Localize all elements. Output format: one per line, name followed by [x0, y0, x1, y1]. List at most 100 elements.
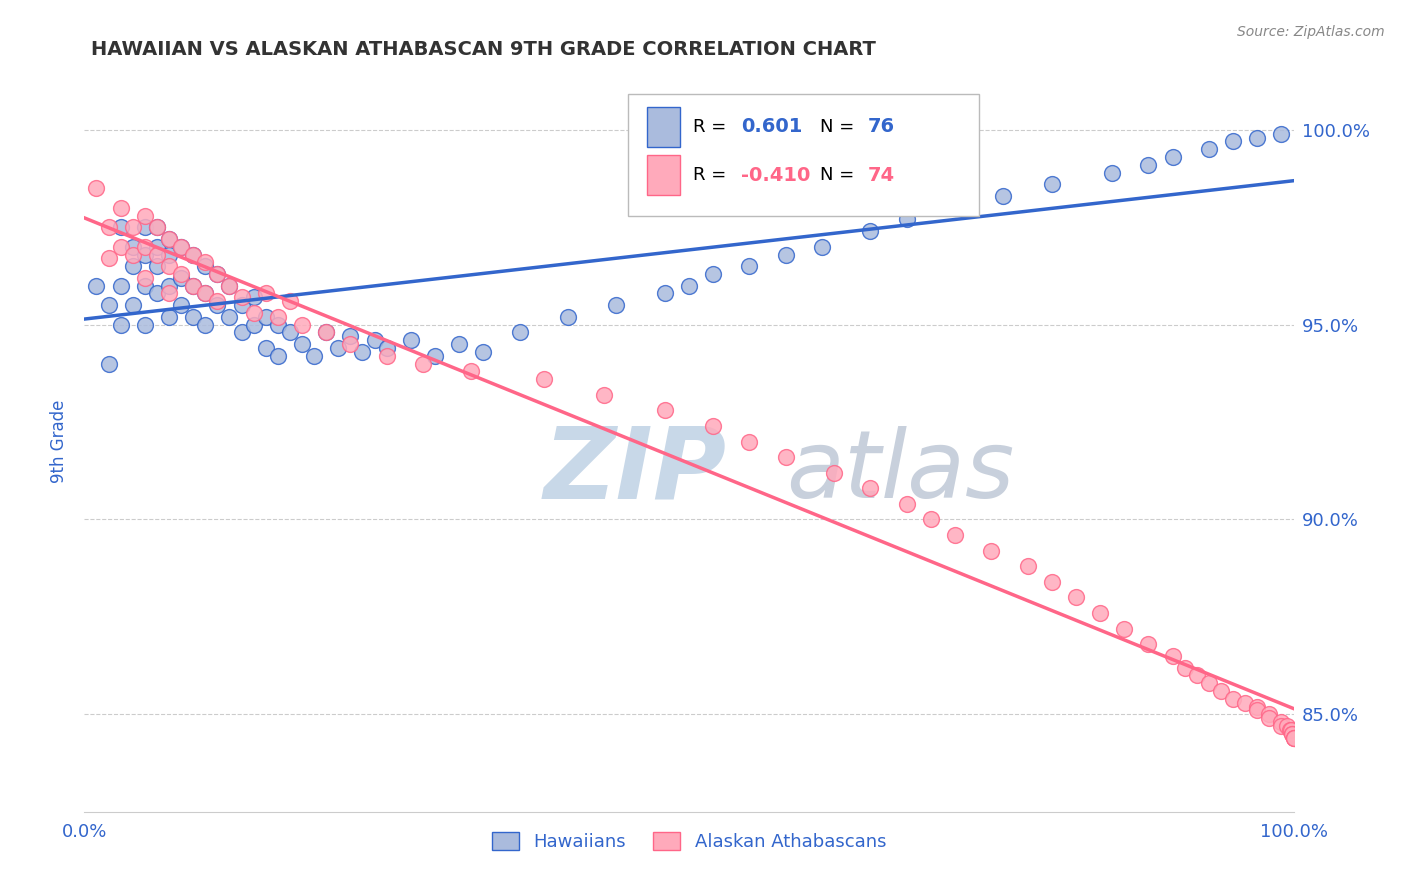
Text: 76: 76 [868, 118, 896, 136]
Point [1281, 727, 1303, 741]
Point [97, 298, 120, 312]
Text: HAWAIIAN VS ALASKAN ATHABASCAN 9TH GRADE CORRELATION CHART: HAWAIIAN VS ALASKAN ATHABASCAN 9TH GRADE… [91, 40, 876, 59]
Point [157, 232, 180, 246]
Point [423, 349, 446, 363]
Point [1161, 648, 1184, 663]
Point [278, 294, 301, 309]
Point [231, 326, 253, 340]
Point [920, 512, 942, 526]
Point [86, 181, 108, 195]
Point [170, 267, 193, 281]
Text: ZIP: ZIP [544, 423, 727, 520]
Point [134, 271, 156, 285]
Point [823, 466, 845, 480]
Point [231, 290, 253, 304]
Point [1258, 707, 1281, 722]
Point [1246, 703, 1268, 717]
Point [352, 345, 374, 359]
Point [339, 337, 361, 351]
Point [375, 349, 398, 363]
Point [157, 247, 180, 261]
Point [121, 298, 143, 312]
Text: R =: R = [693, 118, 731, 136]
Point [1270, 715, 1292, 730]
Point [181, 310, 204, 324]
Point [1209, 684, 1232, 698]
Point [157, 278, 180, 293]
Point [146, 247, 169, 261]
Point [1222, 135, 1244, 149]
Point [943, 528, 966, 542]
Point [1040, 178, 1063, 192]
Point [1277, 719, 1299, 733]
Point [97, 357, 120, 371]
Point [231, 298, 253, 312]
Point [181, 247, 204, 261]
Point [110, 201, 132, 215]
Point [267, 349, 290, 363]
Point [1017, 559, 1039, 574]
Point [1101, 166, 1123, 180]
Point [97, 220, 120, 235]
Point [207, 267, 229, 281]
Point [134, 318, 156, 332]
Point [267, 318, 290, 332]
Point [1161, 150, 1184, 164]
Point [738, 434, 761, 449]
Point [278, 326, 301, 340]
Point [146, 259, 169, 273]
Point [1137, 158, 1160, 172]
FancyBboxPatch shape [628, 94, 979, 216]
Point [1270, 127, 1292, 141]
Point [170, 298, 193, 312]
Point [157, 232, 180, 246]
Point [121, 259, 143, 273]
Point [993, 189, 1015, 203]
Point [218, 310, 240, 324]
Point [449, 337, 471, 351]
Y-axis label: 9th Grade: 9th Grade [51, 400, 69, 483]
Point [146, 286, 169, 301]
Point [859, 481, 882, 495]
Point [654, 403, 676, 417]
Text: N =: N = [820, 166, 859, 184]
Point [291, 318, 314, 332]
Point [738, 259, 761, 273]
Point [194, 318, 217, 332]
Point [896, 212, 918, 227]
Point [472, 345, 495, 359]
Point [242, 318, 264, 332]
Point [170, 271, 193, 285]
Point [1040, 574, 1063, 589]
Point [315, 326, 337, 340]
Point [207, 298, 229, 312]
Point [702, 267, 724, 281]
Point [1185, 668, 1208, 682]
Point [134, 220, 156, 235]
Point [363, 333, 385, 347]
Point [775, 450, 797, 464]
Point [1222, 691, 1244, 706]
Point [811, 240, 834, 254]
Point [943, 201, 966, 215]
Point [896, 497, 918, 511]
Text: atlas: atlas [786, 425, 1014, 516]
Point [134, 278, 156, 293]
Point [97, 252, 120, 266]
Point [121, 240, 143, 254]
Point [110, 278, 132, 293]
Point [1270, 719, 1292, 733]
Point [110, 220, 132, 235]
Point [1198, 676, 1220, 690]
Point [375, 341, 398, 355]
Point [1137, 637, 1160, 651]
Point [1282, 731, 1305, 745]
Point [859, 224, 882, 238]
Point [194, 255, 217, 269]
Point [170, 240, 193, 254]
Point [146, 220, 169, 235]
Point [1198, 142, 1220, 156]
Point [291, 337, 314, 351]
Point [1088, 606, 1111, 620]
Point [1281, 727, 1303, 741]
